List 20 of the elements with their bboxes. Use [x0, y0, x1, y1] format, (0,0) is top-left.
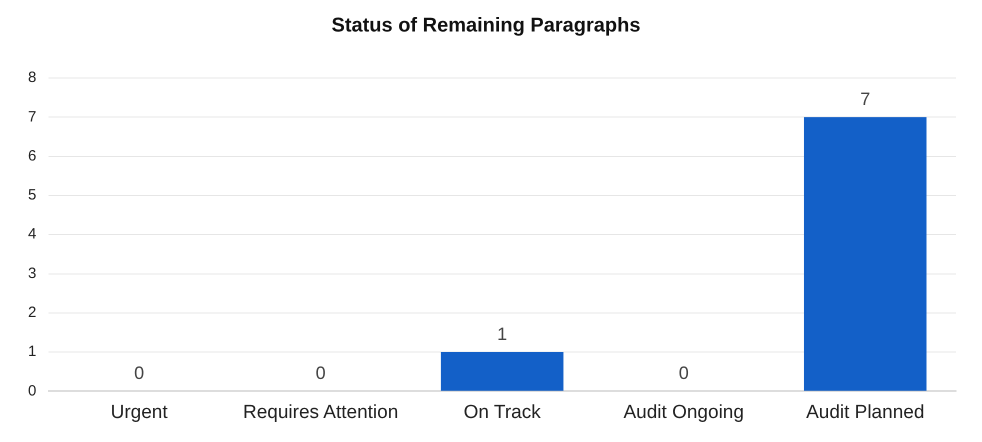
x-tick-label: Audit Ongoing	[623, 402, 744, 423]
data-label: 0	[316, 363, 326, 384]
data-label: 0	[678, 363, 689, 384]
x-tick-label: Audit Planned	[806, 402, 924, 423]
y-tick-label: 2	[28, 304, 36, 322]
x-tick-label: Urgent	[110, 402, 168, 423]
y-tick-label: 8	[28, 69, 36, 86]
chart-title: Status of Remaining Paragraphs	[332, 14, 640, 37]
y-tick-label: 1	[28, 343, 36, 360]
y-tick-label: 5	[28, 186, 36, 204]
y-tick-label: 3	[28, 264, 36, 282]
x-tick-label: On Track	[464, 402, 542, 423]
x-tick-label: Requires Attention	[243, 402, 398, 423]
y-tick-label: 4	[28, 226, 36, 243]
data-label: 1	[497, 324, 508, 344]
y-tick-label: 6	[28, 147, 36, 164]
data-label: 7	[860, 89, 870, 110]
y-tick-label: 0	[28, 382, 36, 400]
y-tick-label: 7	[28, 108, 36, 126]
data-label: 0	[134, 363, 144, 384]
